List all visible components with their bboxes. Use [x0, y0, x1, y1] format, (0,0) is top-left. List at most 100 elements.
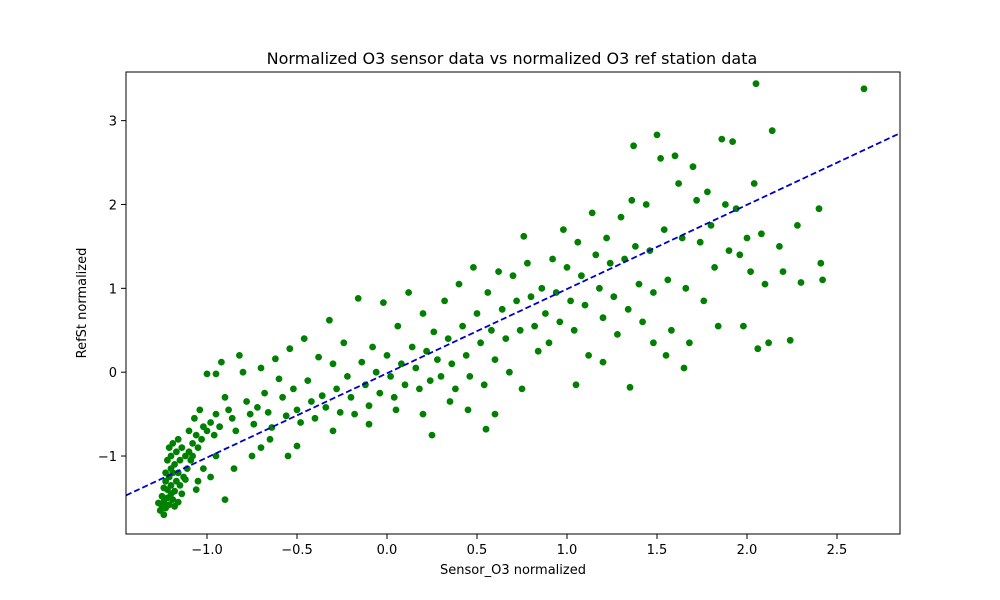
data-point: [455, 280, 463, 288]
data-point: [212, 410, 220, 418]
y-tick-label: 0: [109, 366, 117, 381]
fit-line-layer: [125, 132, 901, 497]
data-point: [329, 360, 337, 368]
data-point: [254, 404, 261, 411]
data-point: [304, 377, 312, 384]
data-point: [680, 364, 688, 372]
data-point: [369, 343, 376, 351]
data-point: [506, 368, 513, 376]
data-point: [380, 299, 387, 306]
data-point: [657, 155, 664, 162]
y-axis-ticks: −1 0 1 2 3: [98, 115, 126, 465]
data-point: [488, 326, 495, 334]
data-point: [495, 268, 502, 275]
data-point: [660, 226, 668, 234]
data-point: [462, 352, 470, 359]
data-point: [482, 425, 490, 433]
data-point: [477, 339, 484, 347]
data-point: [520, 232, 528, 240]
data-point: [194, 444, 202, 451]
data-point: [416, 385, 423, 393]
data-point: [578, 272, 585, 280]
data-point: [232, 427, 240, 435]
data-point: [167, 482, 175, 489]
data-point: [216, 423, 224, 431]
data-point: [560, 226, 567, 234]
data-point: [390, 393, 398, 401]
data-point: [725, 247, 733, 255]
data-point: [711, 264, 718, 271]
chart-title: Normalized O3 sensor data vs normalized …: [267, 49, 758, 68]
data-point: [675, 180, 682, 187]
data-point: [257, 444, 265, 451]
data-point: [740, 322, 747, 330]
data-point: [664, 276, 672, 284]
data-point: [653, 131, 661, 139]
data-point: [718, 135, 726, 143]
data-point: [419, 410, 427, 418]
data-point: [200, 465, 207, 472]
data-point: [358, 358, 366, 366]
data-point: [599, 358, 607, 366]
data-point: [729, 138, 736, 146]
data-point: [743, 234, 751, 242]
x-tick-label: −1.0: [191, 543, 223, 558]
data-point: [318, 392, 326, 400]
data-point: [279, 393, 286, 401]
data-point: [642, 201, 650, 208]
y-axis-label: RefSt normalized: [75, 248, 90, 359]
data-point: [182, 476, 189, 483]
data-point: [178, 444, 186, 451]
data-point: [797, 279, 805, 286]
data-point: [704, 188, 711, 196]
data-point: [300, 335, 308, 342]
data-point: [329, 427, 337, 435]
data-point: [502, 335, 510, 342]
y-tick-label: 2: [109, 198, 117, 213]
data-point: [758, 230, 765, 238]
data-point: [765, 339, 772, 347]
data-point: [405, 289, 412, 296]
data-point: [160, 511, 168, 519]
data-point: [248, 452, 256, 460]
x-tick-label: 1.5: [647, 543, 668, 558]
data-point: [174, 435, 182, 443]
data-point: [308, 398, 315, 405]
data-point: [173, 448, 180, 456]
data-point: [194, 477, 202, 485]
data-point: [176, 456, 184, 464]
data-point: [754, 345, 762, 353]
data-point: [189, 452, 197, 460]
data-point: [509, 272, 517, 280]
data-point: [434, 356, 441, 363]
data-point: [437, 373, 445, 380]
data-point: [470, 264, 477, 271]
data-point: [430, 328, 438, 336]
y-tick-label: 1: [109, 282, 117, 297]
data-point: [297, 419, 304, 426]
data-point: [786, 336, 794, 344]
data-point: [282, 412, 290, 420]
data-point: [524, 259, 531, 267]
data-point: [626, 383, 634, 391]
data-point: [444, 335, 452, 342]
data-point: [340, 339, 348, 347]
data-point: [707, 222, 715, 229]
data-point: [794, 222, 801, 229]
data-point: [322, 404, 330, 411]
data-point: [860, 85, 868, 93]
data-point: [592, 251, 600, 259]
y-tick-label: −1: [98, 450, 117, 465]
data-point: [426, 377, 434, 384]
data-point: [284, 452, 292, 460]
data-point: [203, 427, 211, 435]
data-point: [351, 410, 358, 418]
data-point: [689, 163, 697, 171]
data-point: [171, 487, 179, 495]
data-point: [464, 406, 472, 414]
data-point: [428, 431, 436, 439]
x-axis-ticks: −1.0 −0.5 0.0 0.5 1.0 1.5 2.0 2.5: [191, 534, 847, 558]
data-point: [556, 318, 564, 326]
data-point: [650, 289, 657, 296]
